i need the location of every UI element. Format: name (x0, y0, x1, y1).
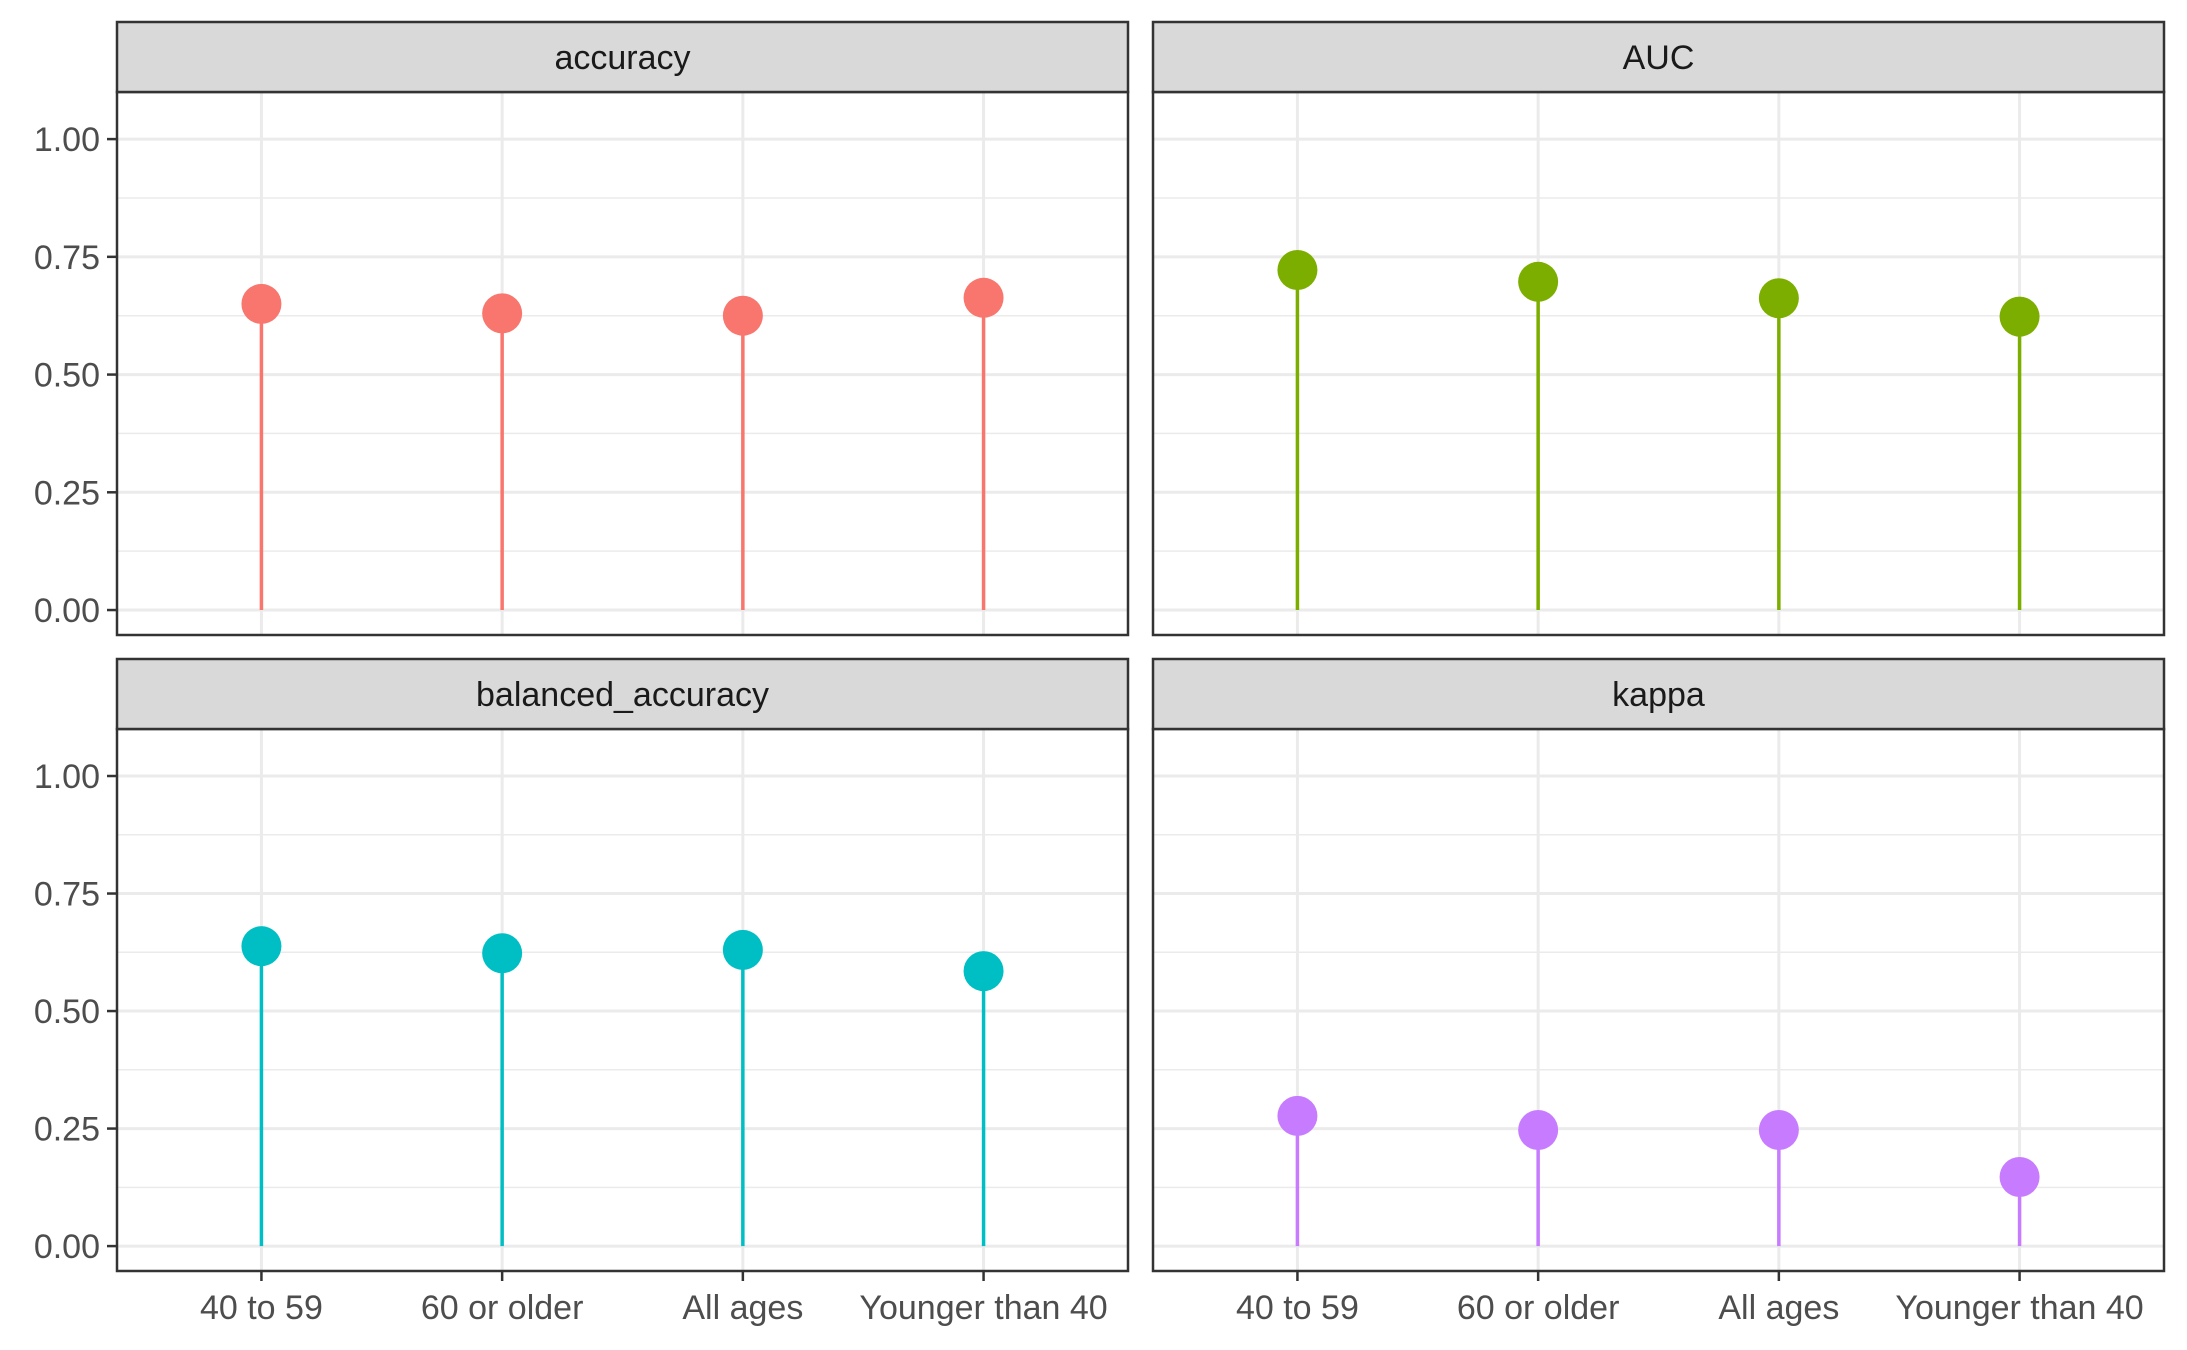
lollipop-point (241, 283, 282, 324)
panel-border (115, 727, 1130, 1273)
lollipop-point (1999, 296, 2040, 337)
lollipop-point (1758, 1109, 1799, 1150)
x-axis-tick-label: 60 or older (421, 1289, 584, 1327)
facet-strip-title: accuracy (554, 39, 690, 77)
facet-strip (1151, 20, 2166, 94)
y-axis-tick-label: 0.25 (34, 474, 100, 512)
y-axis-tick-label: 0.75 (34, 239, 100, 277)
y-axis-tick-label: 0.25 (34, 1111, 100, 1149)
x-axis-tick-label: Younger than 40 (1895, 1289, 2143, 1327)
facet-panel-auc: AUC (1151, 20, 2166, 637)
lollipop-point (722, 929, 763, 970)
lollipop-point (1518, 261, 1559, 302)
facet-panel-kappa: kappa 40 to 59 60 or older All ages Younger … (1151, 657, 2166, 1327)
y-axis-tick-label: 1.00 (34, 758, 100, 796)
lollipop-point (1277, 1095, 1318, 1136)
y-axis-tick-label: 0.00 (34, 592, 100, 630)
y-axis-tick-label: 0.75 (34, 876, 100, 914)
panel-border (115, 90, 1130, 637)
facet-panel-balanced-accuracy: balanced_accuracy 0.00 0.25 0.50 0.75 1.00 40 … (34, 657, 1130, 1327)
lollipop-point (1758, 278, 1799, 319)
lollipop-point (963, 277, 1004, 318)
y-axis-tick-label: 0.00 (34, 1228, 100, 1266)
x-axis-tick-label: 40 to 59 (200, 1289, 323, 1327)
lollipop-point (1518, 1109, 1559, 1150)
facet-strip-title: AUC (1623, 39, 1695, 77)
y-axis-tick-label: 0.50 (34, 993, 100, 1031)
lollipop-point (241, 926, 282, 967)
x-axis-tick-label: All ages (682, 1289, 803, 1327)
lollipop-point (1277, 250, 1318, 291)
x-axis-tick-label: 60 or older (1457, 1289, 1620, 1327)
y-axis-tick-label: 0.50 (34, 357, 100, 395)
facet-strip (1151, 657, 2166, 731)
facet-strip (115, 657, 1130, 731)
lollipop-point (963, 951, 1004, 992)
lollipop-point (482, 933, 523, 974)
lollipop-point (1999, 1156, 2040, 1197)
facet-strip (115, 20, 1130, 94)
lollipop-point (722, 295, 763, 336)
x-axis-tick-label: All ages (1718, 1289, 1839, 1327)
x-axis-tick-label: 40 to 59 (1236, 1289, 1359, 1327)
y-axis-tick-label: 1.00 (34, 121, 100, 159)
facet-strip-title: balanced_accuracy (476, 676, 769, 714)
facet-panel-accuracy: accuracy 0.00 0.25 0.50 0.75 1.00 (34, 20, 1130, 637)
x-axis-tick-label: Younger than 40 (859, 1289, 1107, 1327)
facet-strip-title: kappa (1612, 676, 1705, 714)
panel-border (1151, 90, 2166, 637)
lollipop-point (482, 293, 523, 334)
